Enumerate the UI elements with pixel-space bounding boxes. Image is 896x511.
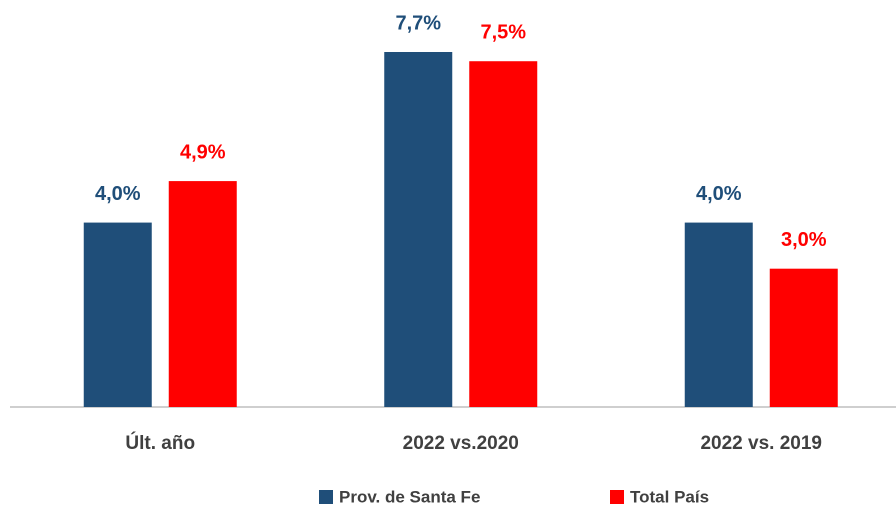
x-tick-label: 2022 vs. 2019 [700, 433, 822, 454]
bar [769, 268, 838, 407]
bar [384, 52, 453, 407]
bar [684, 222, 753, 407]
data-label: 7,5% [480, 22, 526, 44]
data-label: 3,0% [781, 229, 827, 251]
bar [469, 61, 538, 408]
bar [83, 222, 152, 407]
legend-swatch [610, 490, 624, 504]
bar [168, 181, 237, 407]
legend-label: Total País [630, 487, 709, 506]
legend-label: Prov. de Santa Fe [339, 487, 480, 506]
x-tick-label: 2022 vs.2020 [403, 433, 519, 454]
legend-swatch [319, 490, 333, 504]
data-label: 4,0% [95, 183, 141, 205]
data-label: 4,9% [180, 141, 226, 163]
x-tick-label: Últ. año [125, 432, 195, 454]
data-label: 7,7% [395, 12, 441, 34]
data-label: 4,0% [696, 183, 742, 205]
